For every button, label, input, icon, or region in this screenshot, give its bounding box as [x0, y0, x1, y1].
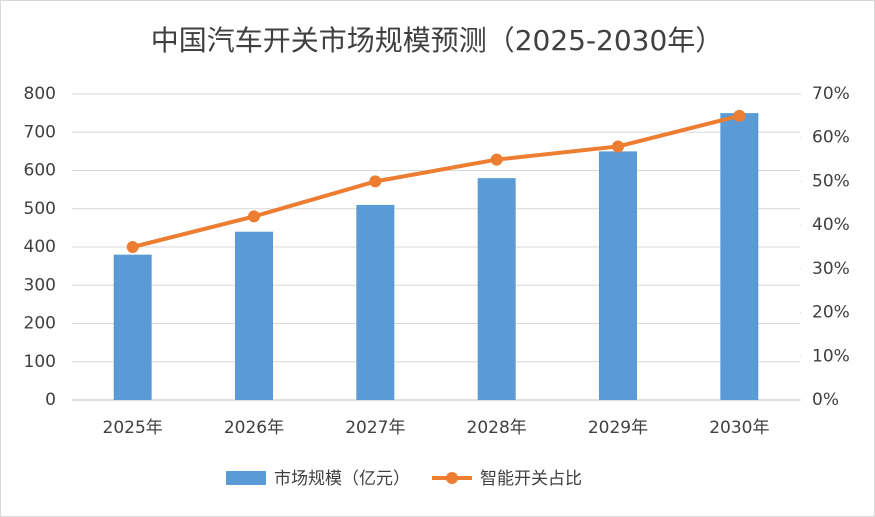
legend-label: 市场规模（亿元） — [274, 469, 410, 489]
y2-tick-label: 0% — [812, 390, 839, 410]
y2-tick-label: 30% — [812, 259, 850, 279]
line-point — [733, 109, 746, 122]
y-tick-label: 0 — [45, 390, 56, 410]
line-point — [612, 140, 624, 153]
y-tick-label: 100 — [24, 352, 56, 372]
y-tick-label: 600 — [24, 161, 56, 181]
y-tick-label: 500 — [24, 199, 56, 219]
legend-swatch — [226, 471, 266, 485]
chart-title: 中国汽车开关市场规模预测（2025-2030年） — [151, 24, 724, 57]
x-tick-label: 2028年 — [467, 418, 527, 438]
y2-tick-label: 60% — [812, 128, 850, 148]
line-point — [490, 153, 503, 166]
line-point — [126, 241, 139, 253]
y2-tick-label: 70% — [812, 84, 850, 104]
y2-tick-label: 10% — [812, 346, 850, 366]
bar — [235, 231, 273, 400]
y-tick-label: 400 — [24, 237, 56, 257]
bar — [356, 204, 395, 400]
bar — [477, 178, 516, 400]
x-tick-label: 2030年 — [709, 418, 769, 438]
bar — [113, 254, 152, 400]
line-point — [369, 175, 382, 188]
bar — [599, 151, 637, 400]
y-tick-label: 800 — [24, 84, 56, 104]
y2-tick-label: 20% — [812, 303, 850, 323]
y-tick-label: 300 — [24, 275, 56, 295]
line — [132, 113, 740, 249]
x-tick-label: 2025年 — [103, 418, 163, 438]
x-tick-label: 2027年 — [345, 418, 405, 438]
line-point — [248, 210, 260, 223]
bar — [720, 113, 759, 400]
y-tick-label: 700 — [24, 122, 56, 142]
y2-tick-label: 50% — [812, 171, 850, 191]
y2-tick-label: 40% — [812, 215, 850, 235]
legend-swatch — [446, 472, 458, 484]
y-tick-label: 200 — [24, 314, 56, 334]
x-tick-label: 2026年 — [224, 418, 284, 438]
x-tick-label: 2029年 — [588, 418, 648, 438]
legend-label: 智能开关占比 — [480, 469, 582, 489]
